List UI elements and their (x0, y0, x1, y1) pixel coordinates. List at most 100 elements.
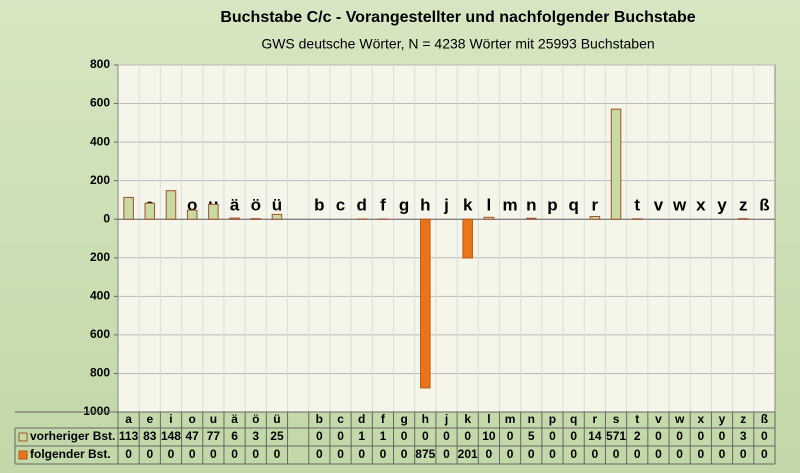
table-header: h (422, 412, 429, 426)
table-value: 0 (613, 447, 620, 461)
table-header: x (697, 412, 704, 426)
table-value: 0 (380, 447, 387, 461)
bar (144, 202, 156, 220)
table-value: 0 (274, 447, 281, 461)
table-value: 0 (507, 447, 514, 461)
table-value: 0 (655, 429, 662, 443)
category-label: z (739, 195, 748, 214)
table-value: 0 (740, 447, 747, 461)
table-value: 0 (507, 429, 514, 443)
legend-swatch (18, 432, 28, 442)
table-header: n (528, 412, 535, 426)
table-header: b (316, 412, 323, 426)
category-label: ß (759, 195, 769, 214)
table-value: 0 (761, 447, 768, 461)
table-value: 113 (119, 429, 139, 443)
table-value: 3 (252, 429, 259, 443)
table-value: 0 (697, 447, 704, 461)
table-header: ä (231, 412, 238, 426)
table-value: 0 (168, 447, 175, 461)
bar (483, 216, 495, 220)
table-value: 0 (676, 447, 683, 461)
table-value: 0 (189, 447, 196, 461)
table-value: 201 (458, 447, 478, 461)
table-value: 0 (401, 429, 408, 443)
table-value: 0 (337, 447, 344, 461)
table-header: d (358, 412, 365, 426)
y-tick-label: 400 (90, 134, 110, 148)
table-value: 10 (482, 429, 496, 443)
table-header: o (189, 412, 196, 426)
table-header: w (674, 412, 685, 426)
table-header: m (505, 412, 516, 426)
table-value: 47 (185, 429, 199, 443)
bar (610, 108, 622, 220)
category-label: r (592, 195, 599, 214)
category-label: g (399, 195, 409, 214)
table-value: 0 (422, 429, 429, 443)
table-value: 0 (125, 447, 132, 461)
table-value: 6 (231, 429, 238, 443)
y-tick-label: 200 (90, 173, 110, 187)
table-value: 0 (401, 447, 408, 461)
table-value: 0 (528, 447, 535, 461)
category-label: b (314, 195, 324, 214)
legend-label: folgender Bst. (30, 447, 111, 461)
y-tick-label: 800 (90, 366, 110, 380)
table-header: r (593, 412, 598, 426)
table-value: 14 (588, 429, 602, 443)
category-label: v (654, 195, 664, 214)
table-value: 148 (161, 429, 181, 443)
y-tick-label: 600 (90, 96, 110, 110)
table-value: 0 (719, 447, 726, 461)
y-tick-label: 200 (90, 250, 110, 264)
table-value: 83 (143, 429, 157, 443)
table-value: 5 (528, 429, 535, 443)
table-value: 0 (719, 429, 726, 443)
table-value: 0 (146, 447, 153, 461)
table-value: 571 (606, 429, 626, 443)
table-value: 0 (634, 447, 641, 461)
bar (589, 216, 601, 220)
category-label: k (463, 195, 473, 214)
table-header: l (487, 412, 490, 426)
category-label: w (672, 195, 687, 214)
category-label: o (187, 195, 197, 214)
category-label: c (336, 195, 345, 214)
table-value: 0 (231, 447, 238, 461)
table-value: 0 (358, 447, 365, 461)
table-value: 3 (740, 429, 747, 443)
table-header: e (146, 412, 153, 426)
table-header: c (337, 412, 344, 426)
bar (208, 203, 219, 220)
table-header: t (635, 412, 639, 426)
y-tick-label: 800 (90, 57, 110, 71)
table-header: u (210, 412, 217, 426)
table-value: 0 (549, 447, 556, 461)
table-header: p (549, 412, 556, 426)
category-label: f (380, 195, 386, 214)
legend-label: vorheriger Bst. (30, 429, 115, 443)
category-label: y (717, 195, 727, 214)
table-value: 0 (697, 429, 704, 443)
bar (250, 218, 262, 220)
category-label: ö (251, 195, 261, 214)
table-value: 1 (358, 429, 365, 443)
bar (420, 218, 431, 389)
table-value: 2 (634, 429, 641, 443)
table-header: ß (761, 412, 768, 426)
table-value: 0 (210, 447, 217, 461)
table-header: ü (273, 412, 280, 426)
table-value: 0 (761, 429, 768, 443)
table-value: 0 (549, 429, 556, 443)
bar (526, 217, 537, 220)
category-label: ä (230, 195, 240, 214)
table-value: 0 (676, 429, 683, 443)
table-value: 25 (270, 429, 284, 443)
bar (186, 209, 198, 220)
category-label: ü (272, 195, 282, 214)
y-tick-label: 0 (103, 211, 110, 225)
table-header: a (125, 412, 132, 426)
bar (462, 218, 473, 259)
